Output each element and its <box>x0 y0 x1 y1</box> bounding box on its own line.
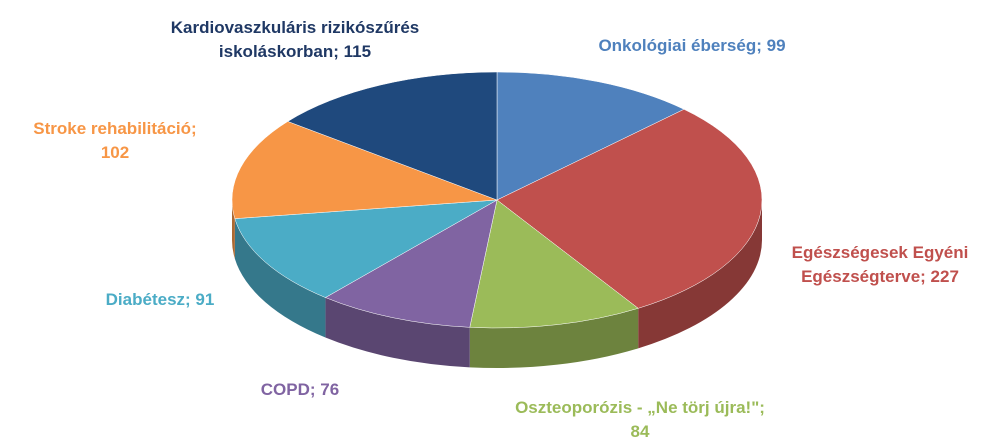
category-name: Egészségesek Egyéni Egészségterve <box>791 243 969 286</box>
data-label: Diabétesz; 91 <box>105 290 215 309</box>
slice-side <box>325 297 470 368</box>
category-name: Kardiovaszkuláris rizikószűrés iskolásko… <box>170 18 420 61</box>
value-label: 99 <box>766 36 786 55</box>
value-label: 91 <box>195 290 215 309</box>
value-label: 227 <box>930 267 959 286</box>
data-label: Egészségesek Egyéni Egészségterve; 227 <box>791 243 969 286</box>
value-label: 115 <box>343 42 372 61</box>
slice <box>287 71 498 201</box>
slice <box>324 199 498 328</box>
data-label: Onkológiai éberség; 99 <box>598 36 786 55</box>
data-label: Stroke rehabilitáció; 102 <box>33 119 197 162</box>
data-label: COPD; 76 <box>260 380 340 399</box>
slice <box>231 121 498 219</box>
slice <box>469 199 639 329</box>
slice <box>496 71 685 201</box>
value-label: 76 <box>320 380 340 399</box>
value-label: 84 <box>630 422 650 441</box>
category-name: Diabétesz <box>105 290 186 309</box>
data-label: Kardiovaszkuláris rizikószűrés iskolásko… <box>170 18 420 61</box>
category-name: Stroke rehabilitáció <box>33 119 192 138</box>
value-label: 102 <box>100 143 130 162</box>
data-label: Oszteoporózis - „Ne törj újra!"; 84 <box>515 398 765 441</box>
slice-side <box>638 200 762 349</box>
category-name: Onkológiai éberség <box>598 36 757 55</box>
category-name: COPD <box>260 380 310 399</box>
slice <box>234 199 498 298</box>
slice-side <box>234 218 326 338</box>
category-name: Oszteoporózis - „Ne törj újra!" <box>515 398 760 417</box>
slice <box>496 109 763 309</box>
slice-side <box>469 308 639 368</box>
slice-side <box>232 200 235 259</box>
